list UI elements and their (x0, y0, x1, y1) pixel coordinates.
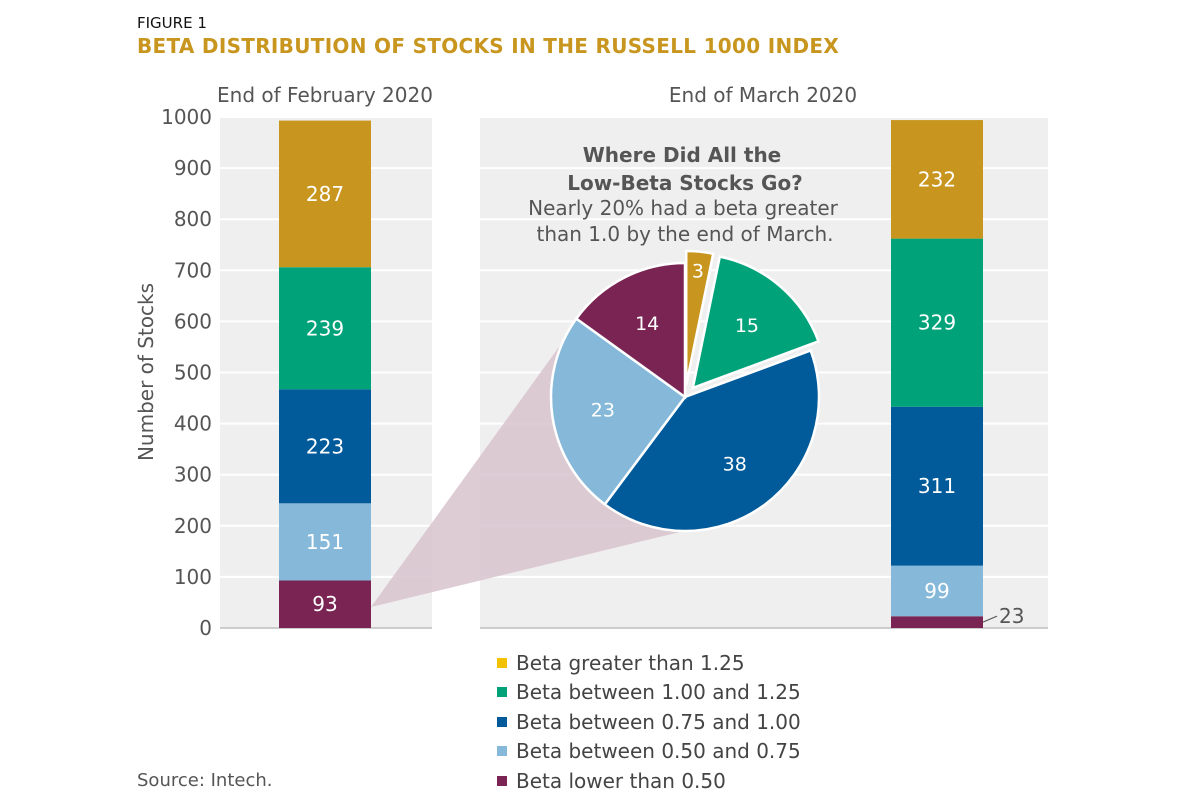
pie-slice (574, 261, 687, 400)
legend-item: Beta greater than 1.25 (497, 648, 801, 678)
pie-slice (684, 249, 715, 386)
source-note: Source: Intech. (137, 770, 273, 791)
pie-slice-label: 15 (735, 315, 759, 337)
march-bar-label: 23 (999, 604, 1024, 628)
pie-heading-line-2: Low-Beta Stocks Go? (567, 171, 803, 195)
pie-subheading-line-1: Nearly 20% had a beta greater (528, 196, 839, 220)
march-bar-label: 99 (924, 579, 949, 603)
march-bar-segment (891, 406, 983, 566)
legend-label: Beta greater than 1.25 (516, 650, 745, 675)
march-bar-label: 232 (918, 167, 956, 191)
pie-slice (603, 348, 821, 533)
legend-swatch (497, 746, 507, 757)
legend-label: Beta lower than 0.50 (516, 768, 726, 793)
pie-heading-line-1: Where Did All the (583, 143, 782, 167)
pie-slice-label: 38 (723, 454, 747, 476)
legend-swatch (497, 775, 507, 786)
y-tick-label: 400 (174, 412, 212, 436)
pie-slice-label: 3 (692, 260, 704, 282)
y-tick-label: 600 (174, 309, 212, 333)
legend-item: Beta between 1.00 and 1.25 (497, 678, 801, 708)
february-bar-label: 223 (306, 434, 344, 458)
y-tick-label: 0 (199, 616, 212, 640)
y-tick-label: 200 (174, 514, 212, 538)
legend-swatch (497, 716, 507, 727)
pie-slice-label: 14 (635, 313, 659, 335)
march-bar-label: 311 (918, 474, 956, 498)
legend-swatch (497, 657, 507, 668)
march-bar-segment (891, 120, 983, 239)
legend-item: Beta between 0.50 and 0.75 (497, 737, 801, 767)
y-tick-label: 100 (174, 565, 212, 589)
legend-item: Beta between 0.75 and 1.00 (497, 707, 801, 737)
february-bar-segment (279, 389, 371, 504)
y-tick-label: 500 (174, 361, 212, 385)
february-bar-segment (279, 580, 371, 628)
legend-swatch (497, 687, 507, 698)
legend-label: Beta between 0.50 and 0.75 (516, 739, 801, 764)
march-bar-label: 329 (918, 311, 956, 335)
legend-item: Beta lower than 0.50 (497, 766, 801, 796)
y-axis-label: Number of Stocks (134, 283, 158, 461)
february-bar-label: 239 (306, 316, 344, 340)
legend-label: Beta between 0.75 and 1.00 (516, 709, 801, 734)
february-bar-label: 151 (306, 530, 344, 554)
y-tick-label: 800 (174, 207, 212, 231)
march-panel-title: End of March 2020 (669, 83, 857, 107)
pie-slice-label: 23 (591, 400, 615, 422)
march-bar-segment (891, 238, 983, 407)
february-bar-segment (279, 503, 371, 581)
chart-legend: Beta greater than 1.25 Beta between 1.00 … (497, 648, 801, 796)
legend-label: Beta between 1.00 and 1.25 (516, 680, 801, 705)
y-tick-label: 700 (174, 258, 212, 282)
february-bar-segment (279, 120, 371, 268)
february-bar-label: 93 (312, 592, 337, 616)
y-tick-label: 1000 (161, 105, 212, 129)
march-bar-segment (891, 616, 983, 628)
march-label-leader (982, 615, 998, 623)
figure-label: FIGURE 1 (137, 14, 207, 32)
y-tick-label: 900 (174, 156, 212, 180)
pie-slice (691, 255, 821, 390)
pie-subheading-line-2: than 1.0 by the end of March. (536, 222, 833, 246)
february-bar-segment (279, 267, 371, 390)
y-tick-label: 300 (174, 463, 212, 487)
march-bar-segment (891, 565, 983, 617)
february-bar-label: 287 (306, 182, 344, 206)
pie-slice (549, 316, 687, 507)
february-panel-title: End of February 2020 (217, 83, 433, 107)
chart-title: BETA DISTRIBUTION OF STOCKS IN THE RUSSE… (137, 34, 840, 58)
